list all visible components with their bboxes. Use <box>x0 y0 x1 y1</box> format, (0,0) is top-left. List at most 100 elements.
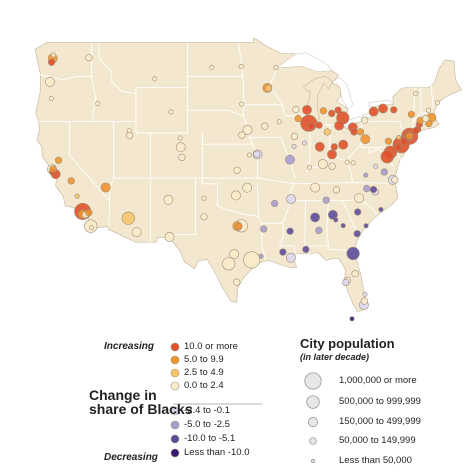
city-circle <box>89 225 95 231</box>
city-circle <box>342 278 350 287</box>
city-circle <box>48 96 54 102</box>
state-border <box>168 178 196 236</box>
city-circle <box>242 182 253 193</box>
city-circle <box>54 156 63 164</box>
population-label: Less than 50,000 <box>339 455 412 466</box>
city-circle <box>330 143 338 151</box>
city-circle <box>258 253 264 259</box>
lake <box>275 52 332 73</box>
city-circle <box>350 128 358 136</box>
change-title-line2: share of Blacks <box>89 401 193 417</box>
city-circle <box>178 153 186 161</box>
city-circle <box>302 245 310 253</box>
city-circle <box>49 165 57 173</box>
city-circle <box>422 115 430 123</box>
city-circle <box>291 144 297 150</box>
city-circles <box>45 52 440 322</box>
city-circle <box>327 209 338 220</box>
city-circle <box>338 139 349 150</box>
city-circle <box>425 107 431 113</box>
city-circle <box>360 297 369 305</box>
category-label-d4: Less than -10.0 <box>184 447 250 458</box>
city-circle <box>233 278 241 286</box>
state-border <box>135 42 189 134</box>
city-circle <box>413 91 419 97</box>
state-border <box>329 153 354 183</box>
city-circle <box>368 106 379 117</box>
state-border <box>430 84 434 110</box>
city-circle <box>222 257 236 271</box>
population-circle <box>309 437 317 445</box>
city-circle <box>351 270 359 278</box>
city-circle <box>302 105 312 115</box>
city-circle <box>238 131 246 139</box>
city-circle <box>344 159 350 165</box>
state-border <box>237 42 244 77</box>
city-circle <box>233 166 241 174</box>
change-legend-swatches <box>170 342 180 458</box>
city-circle <box>286 227 294 235</box>
city-circle <box>177 135 183 141</box>
city-circle <box>175 142 186 153</box>
city-circle <box>243 251 261 269</box>
city-circle <box>363 185 371 193</box>
population-subtitle: (in later decade) <box>300 352 370 362</box>
city-circle <box>294 114 302 123</box>
city-circle <box>314 141 325 152</box>
category-label-c4: 0.0 to 2.4 <box>184 380 224 391</box>
city-circle <box>394 143 402 151</box>
state-border <box>248 136 296 179</box>
city-circle <box>363 172 369 178</box>
swatch-d4 <box>170 448 180 458</box>
city-circle <box>152 76 158 82</box>
city-circle <box>201 195 207 201</box>
city-circle <box>74 193 80 199</box>
city-circle <box>209 64 215 70</box>
state-border <box>69 121 110 201</box>
city-circle <box>264 84 273 92</box>
city-circle <box>328 109 336 117</box>
population-circle <box>308 417 318 427</box>
city-circle <box>354 193 364 203</box>
city-circle <box>164 231 175 242</box>
city-circle <box>319 107 328 115</box>
us-city-map <box>34 37 462 322</box>
city-circle <box>360 134 371 145</box>
city-circle <box>121 211 135 225</box>
city-circle <box>126 132 134 140</box>
city-circle <box>405 132 414 140</box>
lake <box>333 77 354 110</box>
category-label-d3: -10.0 to -5.1 <box>184 433 236 444</box>
city-circle <box>380 168 388 176</box>
population-label: 50,000 to 149,999 <box>339 435 416 446</box>
state-border <box>113 177 296 185</box>
state-border <box>98 42 136 94</box>
city-circle <box>301 140 307 146</box>
city-circle <box>285 154 295 165</box>
city-circle <box>85 209 93 217</box>
city-circle <box>290 132 299 140</box>
city-circle <box>354 208 362 216</box>
city-circle <box>310 212 320 223</box>
city-circle <box>229 249 240 260</box>
category-label-d1: -2.4 to -0.1 <box>184 405 230 416</box>
city-circle <box>378 103 388 114</box>
city-circle <box>378 207 384 213</box>
category-label-d2: -5.0 to -2.5 <box>184 419 230 430</box>
population-circle <box>304 372 322 390</box>
increasing-label: Increasing <box>104 341 155 352</box>
city-circle <box>356 128 365 136</box>
city-circle <box>50 52 56 58</box>
city-circle <box>271 199 279 208</box>
city-circle <box>412 127 420 135</box>
city-circle <box>310 182 321 193</box>
city-circle <box>200 213 208 221</box>
city-circle <box>276 119 282 125</box>
city-circle <box>396 134 402 140</box>
population-label: 150,000 to 499,999 <box>339 416 421 427</box>
great-lakes <box>275 52 394 128</box>
city-circle <box>362 291 368 297</box>
state-border <box>341 200 359 235</box>
city-circle <box>306 164 312 170</box>
city-circle <box>390 106 398 114</box>
